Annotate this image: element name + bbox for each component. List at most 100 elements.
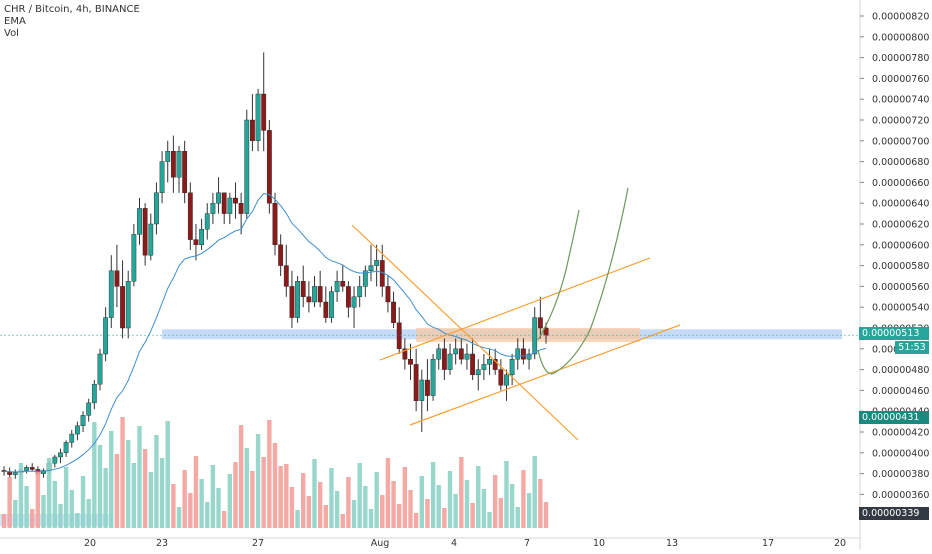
x-tick-label: 27 [252,538,264,549]
candle-body [345,286,351,308]
volume-bar [470,503,475,528]
candle-body [255,93,261,141]
volume-bar [199,479,204,528]
candle-body [374,260,380,266]
candle-body [430,359,436,396]
candle-body [170,150,176,178]
candle-body [351,296,357,308]
volume-bar [221,511,227,528]
y-tick-label: 0.00000800 [872,32,929,43]
candle-body [233,197,238,204]
candle-body [114,270,120,287]
volume-bar [52,481,58,528]
candle-body [385,286,391,303]
volume-bar [317,482,323,528]
symbol-title[interactable]: CHR / Bitcoin, 4h, BINANCE [4,4,140,15]
candle-body [216,192,221,204]
candle-body [362,270,368,287]
y-tick-label: 0.00000680 [872,157,929,168]
y-tick-label: 0.00000380 [872,469,929,480]
candle-body [182,150,188,193]
volume-bar [120,417,125,528]
candle-body [142,208,148,256]
volume-bar [476,466,481,528]
candle-body [63,442,69,453]
volume-bar [233,462,238,528]
volume-bar [205,502,210,528]
volume-bar [244,448,249,528]
volume-bar [227,474,233,528]
volume-bar [408,490,413,528]
candle-body [261,93,267,131]
chart-legend: CHR / Bitcoin, 4h, BINANCE EMA Vol [4,4,140,40]
volume-bar [464,480,470,528]
candle-body [137,208,142,235]
volume-bar [430,462,436,528]
candle-body [266,130,272,204]
volume-bar [13,500,18,528]
candle-body [521,348,526,360]
volume-bar [80,476,86,528]
volume-bar [334,491,340,528]
volume-bar [165,421,170,528]
volume-bar [526,493,532,528]
candle-body [250,119,255,141]
candle-body [108,270,114,318]
channel-lower-line [409,324,681,426]
volume-bar [521,470,526,528]
volume-bar [210,465,216,528]
volume-indicator-label[interactable]: Vol [4,28,19,39]
volume-bar [413,513,419,528]
candle-body [24,467,29,471]
candle-body [413,364,419,401]
volume-bar [380,495,385,528]
candle-body [204,213,210,230]
bar-countdown: 51:53 [895,341,929,354]
ema-indicator-label[interactable]: EMA [4,16,26,27]
volume-bar [238,425,244,528]
candle-body [278,244,284,266]
volume-bar [368,509,374,528]
candle-body [148,223,154,256]
candle-body [408,359,413,365]
volume-bar [391,481,396,528]
candle-body [244,119,250,214]
y-tick-label: 0.00000560 [872,282,929,293]
volume-bar [109,431,114,528]
volume-bar [69,490,74,528]
candle-body [487,359,492,365]
candle-body [498,369,504,386]
volume-bar [182,470,187,528]
volume-bar [329,468,334,528]
projection-curve-1 [537,209,580,341]
volume-bar [498,498,504,528]
volume-bar [447,471,453,528]
candle-body [436,348,442,360]
volume-bar [504,461,509,528]
volume-bar [1,514,7,528]
bottom-price-tag: 0.00000339 [859,507,929,520]
volume-bar [75,513,80,528]
candle-body [329,291,334,318]
volume-bar [278,466,283,528]
y-tick-label: 0.00000700 [872,136,929,147]
volume-bar [97,445,103,528]
volume-bar [63,467,69,528]
candle-body [396,322,402,349]
candle-body [159,161,165,194]
candle-body [526,353,532,360]
volume-bar [24,486,29,528]
candle-body [312,286,317,303]
volume-bar [142,449,148,528]
candle-body [12,472,18,475]
x-tick-label: Aug [371,538,390,549]
volume-bar [137,426,142,528]
volume-bar [402,467,408,528]
candle-body [272,202,278,245]
volume-bar [306,496,312,528]
volume-bar [188,493,193,528]
volume-bar [289,487,295,528]
x-tick-label: 13 [666,538,678,549]
